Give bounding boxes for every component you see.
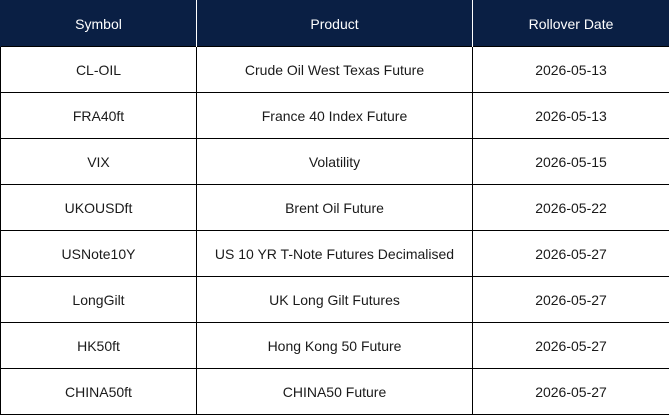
cell-product: Volatility [196, 138, 473, 185]
cell-rollover-date: 2026-05-27 [472, 368, 669, 415]
cell-rollover-date: 2026-05-15 [472, 138, 669, 185]
cell-symbol: UKOUSDft [0, 184, 197, 231]
header-symbol: Symbol [0, 0, 197, 47]
table-row: USNote10Y US 10 YR T-Note Futures Decima… [0, 230, 669, 277]
table-row: HK50ft Hong Kong 50 Future 2026-05-27 [0, 322, 669, 369]
table-header: Symbol Product Rollover Date [0, 0, 669, 47]
cell-product: France 40 Index Future [196, 92, 473, 139]
cell-symbol: FRA40ft [0, 92, 197, 139]
table-row: UKOUSDft Brent Oil Future 2026-05-22 [0, 184, 669, 231]
cell-rollover-date: 2026-05-22 [472, 184, 669, 231]
cell-symbol: VIX [0, 138, 197, 185]
header-rollover-date: Rollover Date [472, 0, 669, 47]
cell-symbol: CHINA50ft [0, 368, 197, 415]
cell-product: CHINA50 Future [196, 368, 473, 415]
cell-symbol: HK50ft [0, 322, 197, 369]
cell-product: Hong Kong 50 Future [196, 322, 473, 369]
cell-rollover-date: 2026-05-27 [472, 322, 669, 369]
cell-rollover-date: 2026-05-13 [472, 92, 669, 139]
cell-product: Crude Oil West Texas Future [196, 46, 473, 93]
cell-product: US 10 YR T-Note Futures Decimalised [196, 230, 473, 277]
header-row: Symbol Product Rollover Date [0, 0, 669, 47]
table-row: VIX Volatility 2026-05-15 [0, 138, 669, 185]
cell-product: UK Long Gilt Futures [196, 276, 473, 323]
table-row: FRA40ft France 40 Index Future 2026-05-1… [0, 92, 669, 139]
table-row: CHINA50ft CHINA50 Future 2026-05-27 [0, 368, 669, 415]
table-row: LongGilt UK Long Gilt Futures 2026-05-27 [0, 276, 669, 323]
cell-rollover-date: 2026-05-13 [472, 46, 669, 93]
header-product: Product [196, 0, 473, 47]
cell-product: Brent Oil Future [196, 184, 473, 231]
cell-symbol: LongGilt [0, 276, 197, 323]
cell-symbol: USNote10Y [0, 230, 197, 277]
table-body: CL-OIL Crude Oil West Texas Future 2026-… [0, 46, 669, 415]
cell-symbol: CL-OIL [0, 46, 197, 93]
cell-rollover-date: 2026-05-27 [472, 276, 669, 323]
table-row: CL-OIL Crude Oil West Texas Future 2026-… [0, 46, 669, 93]
cell-rollover-date: 2026-05-27 [472, 230, 669, 277]
